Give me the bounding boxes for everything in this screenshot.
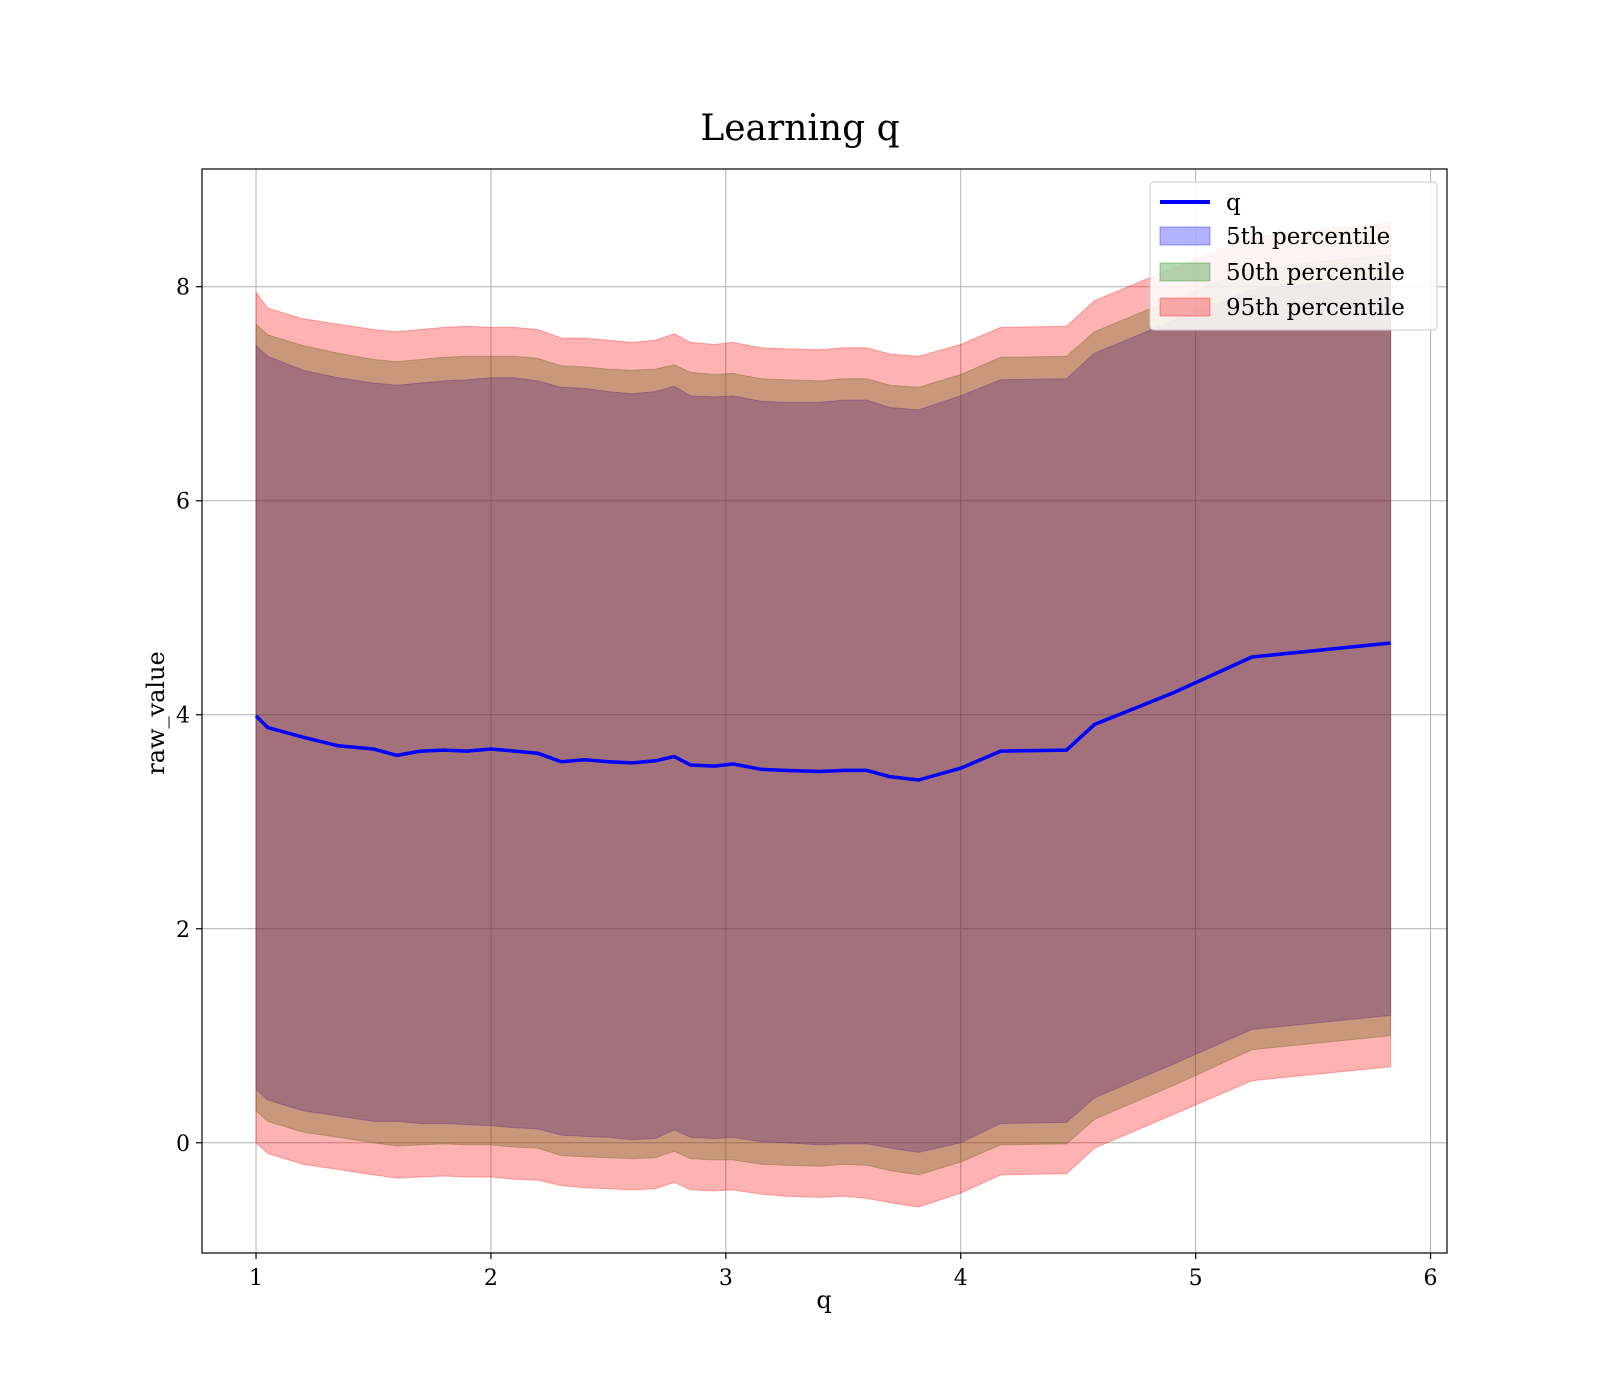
series-line-q	[254, 641, 1391, 782]
y-tick-label-0: 0	[176, 1132, 190, 1157]
y-axis-label: raw_value	[142, 651, 170, 775]
legend-label-q: q	[1226, 190, 1241, 216]
y-tick-label-8: 8	[176, 276, 190, 301]
band-50th-percentile	[255, 254, 1392, 1176]
band-95th-percentile	[255, 221, 1392, 1208]
plot-frame	[201, 168, 1448, 1254]
x-tick-label-4: 4	[954, 1266, 968, 1291]
legend-label-5th-percentile: 5th percentile	[1226, 224, 1390, 250]
legend-swatch-50th-percentile	[1159, 262, 1211, 282]
series-line-layer	[254, 641, 1391, 782]
y-tick-label-2: 2	[176, 918, 190, 943]
legend-label-95th-percentile: 95th percentile	[1226, 295, 1405, 321]
legend-swatch-5th-percentile	[1159, 226, 1211, 246]
x-axis-label: q	[816, 1286, 831, 1314]
y-tick-label-6: 6	[176, 490, 190, 515]
legend-frame	[1149, 181, 1438, 331]
x-tick-label-6: 6	[1424, 1266, 1438, 1291]
y-tick-label-4: 4	[176, 704, 190, 729]
x-tick-label-3: 3	[719, 1266, 733, 1291]
legend: q 5th percentile 50th percentile 95th pe…	[1149, 181, 1438, 331]
legend-swatch-95th-percentile	[1159, 297, 1211, 317]
x-tick-label-2: 2	[484, 1266, 498, 1291]
band-5th-percentile	[255, 275, 1392, 1153]
x-tick-label-5: 5	[1189, 1266, 1203, 1291]
axis-ticks: 1 2 3 4 5 6 0 2 4 6 8	[176, 276, 1438, 1291]
x-tick-label-1: 1	[249, 1266, 263, 1291]
legend-label-50th-percentile: 50th percentile	[1226, 260, 1405, 286]
chart-title: Learning q	[700, 108, 899, 149]
bands	[255, 221, 1392, 1208]
